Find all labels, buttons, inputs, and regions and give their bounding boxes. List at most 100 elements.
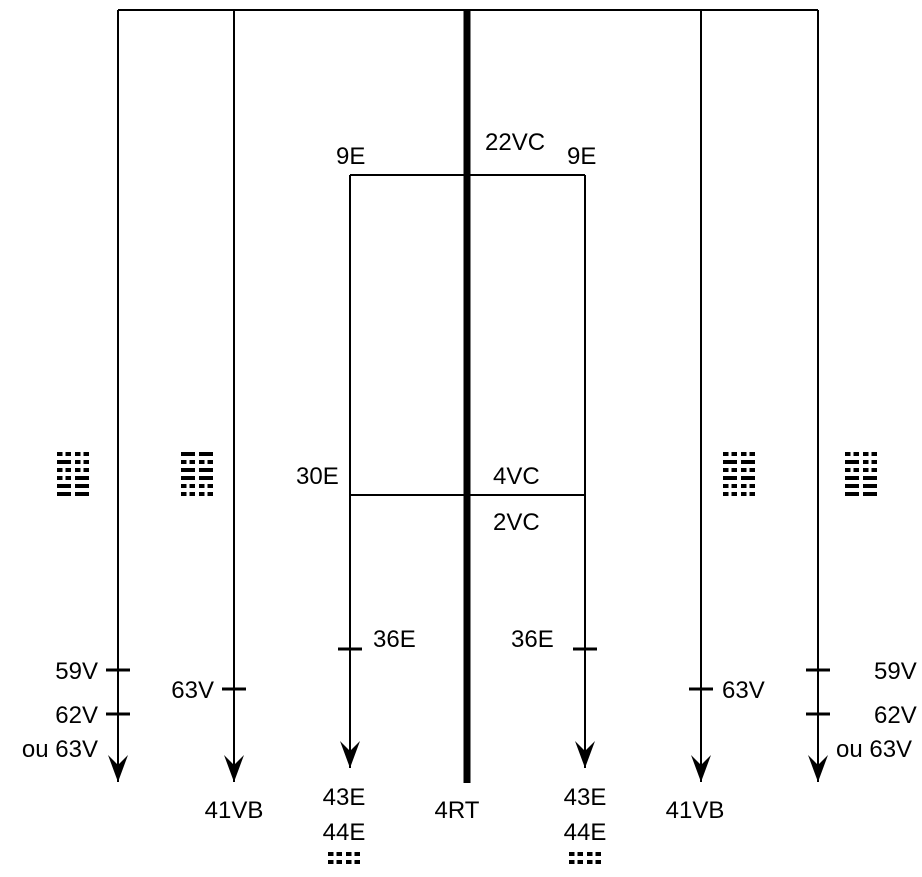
glyph-broken-line <box>723 484 729 488</box>
glyph-broken-line <box>595 860 601 864</box>
glyph-broken-line <box>354 852 360 856</box>
glyph-broken-line <box>189 484 195 488</box>
glyph-solid-line <box>741 460 755 464</box>
hexagram-far-right-icon <box>845 452 877 496</box>
glyph-broken-line <box>199 492 205 496</box>
glyph-broken-line <box>871 468 877 472</box>
glyph-broken-line <box>853 468 859 472</box>
glyph-solid-line <box>845 484 859 488</box>
glyph-broken-line <box>199 460 205 464</box>
glyph-broken-line <box>83 452 89 456</box>
glyph-broken-line <box>207 492 213 496</box>
label-far-right-ou63v: ou 63V <box>836 736 912 763</box>
glyph-solid-line <box>57 460 71 464</box>
glyph-broken-line <box>723 468 729 472</box>
glyph-broken-line <box>731 484 737 488</box>
glyph-broken-line <box>569 852 575 856</box>
glyph-solid-line <box>181 468 195 472</box>
label-left-63v: 63V <box>171 677 214 704</box>
glyph-solid-line <box>845 460 859 464</box>
glyph-solid-line <box>863 484 877 488</box>
glyph-broken-line <box>181 484 187 488</box>
label-bottom-left-43e: 43E <box>323 784 366 811</box>
label-bottom-left-44e: 44E <box>323 819 366 846</box>
glyph-broken-line <box>871 452 877 456</box>
hexagram-far-left-icon <box>57 452 89 496</box>
glyph-broken-line <box>845 468 851 472</box>
trigram-bottom-left-icon <box>328 852 360 864</box>
glyph-broken-line <box>189 460 195 464</box>
label-right-63v: 63V <box>722 677 765 704</box>
glyph-broken-line <box>189 492 195 496</box>
label-bottom-right-43e: 43E <box>564 784 607 811</box>
glyph-solid-line <box>741 476 755 480</box>
glyph-solid-line <box>863 492 877 496</box>
glyph-broken-line <box>863 468 869 472</box>
glyph-solid-line <box>199 468 213 472</box>
glyph-broken-line <box>731 468 737 472</box>
glyph-solid-line <box>181 476 195 480</box>
glyph-broken-line <box>863 460 869 464</box>
glyph-broken-line <box>75 468 81 472</box>
label-left-36e: 36E <box>373 626 416 653</box>
glyph-broken-line <box>181 492 187 496</box>
glyph-broken-line <box>199 484 205 488</box>
glyph-broken-line <box>181 460 187 464</box>
label-bottom-right-41vb: 41VB <box>666 797 725 824</box>
glyph-broken-line <box>65 452 71 456</box>
label-far-left-59v: 59V <box>55 658 98 685</box>
glyph-broken-line <box>731 452 737 456</box>
label-top-right-9e: 9E <box>567 143 596 170</box>
glyph-broken-line <box>871 460 877 464</box>
trigram-bottom-right-icon <box>569 852 601 864</box>
glyph-broken-line <box>83 460 89 464</box>
glyph-solid-line <box>199 476 213 480</box>
glyph-broken-line <box>336 860 342 864</box>
glyph-broken-line <box>65 476 71 480</box>
glyph-broken-line <box>587 852 593 856</box>
label-top-left-9e: 9E <box>336 143 365 170</box>
glyph-broken-line <box>65 468 71 472</box>
label-right-36e: 36E <box>511 626 554 653</box>
glyph-broken-line <box>595 852 601 856</box>
glyph-broken-line <box>207 484 213 488</box>
label-mid-center-4vc: 4VC <box>493 463 540 490</box>
glyph-broken-line <box>346 860 352 864</box>
glyph-solid-line <box>75 484 89 488</box>
glyph-broken-line <box>741 468 747 472</box>
glyph-solid-line <box>181 452 195 456</box>
glyph-solid-line <box>723 476 737 480</box>
glyph-broken-line <box>75 452 81 456</box>
glyph-broken-line <box>853 452 859 456</box>
glyph-broken-line <box>57 476 63 480</box>
label-bottom-center-4rt: 4RT <box>435 797 480 824</box>
glyph-solid-line <box>723 460 737 464</box>
label-bottom-right-44e: 44E <box>564 819 607 846</box>
glyph-broken-line <box>723 492 729 496</box>
glyph-solid-line <box>845 476 859 480</box>
glyph-broken-line <box>749 468 755 472</box>
glyph-broken-line <box>569 860 575 864</box>
glyph-broken-line <box>354 860 360 864</box>
glyph-broken-line <box>749 484 755 488</box>
glyph-broken-line <box>749 492 755 496</box>
glyph-broken-line <box>741 452 747 456</box>
glyph-broken-line <box>83 468 89 472</box>
glyph-broken-line <box>845 452 851 456</box>
hexagram-left-icon <box>181 452 213 496</box>
glyph-broken-line <box>336 852 342 856</box>
glyph-solid-line <box>863 476 877 480</box>
glyph-broken-line <box>577 860 583 864</box>
label-far-right-59v: 59V <box>874 658 917 685</box>
glyph-broken-line <box>863 452 869 456</box>
glyph-broken-line <box>587 860 593 864</box>
glyph-broken-line <box>741 484 747 488</box>
glyph-solid-line <box>845 492 859 496</box>
glyph-broken-line <box>731 492 737 496</box>
glyph-solid-line <box>75 476 89 480</box>
hexagram-right-icon <box>723 452 755 496</box>
glyph-solid-line <box>199 452 213 456</box>
glyph-broken-line <box>577 852 583 856</box>
glyph-broken-line <box>346 852 352 856</box>
label-top-center-22vc: 22VC <box>485 129 545 156</box>
